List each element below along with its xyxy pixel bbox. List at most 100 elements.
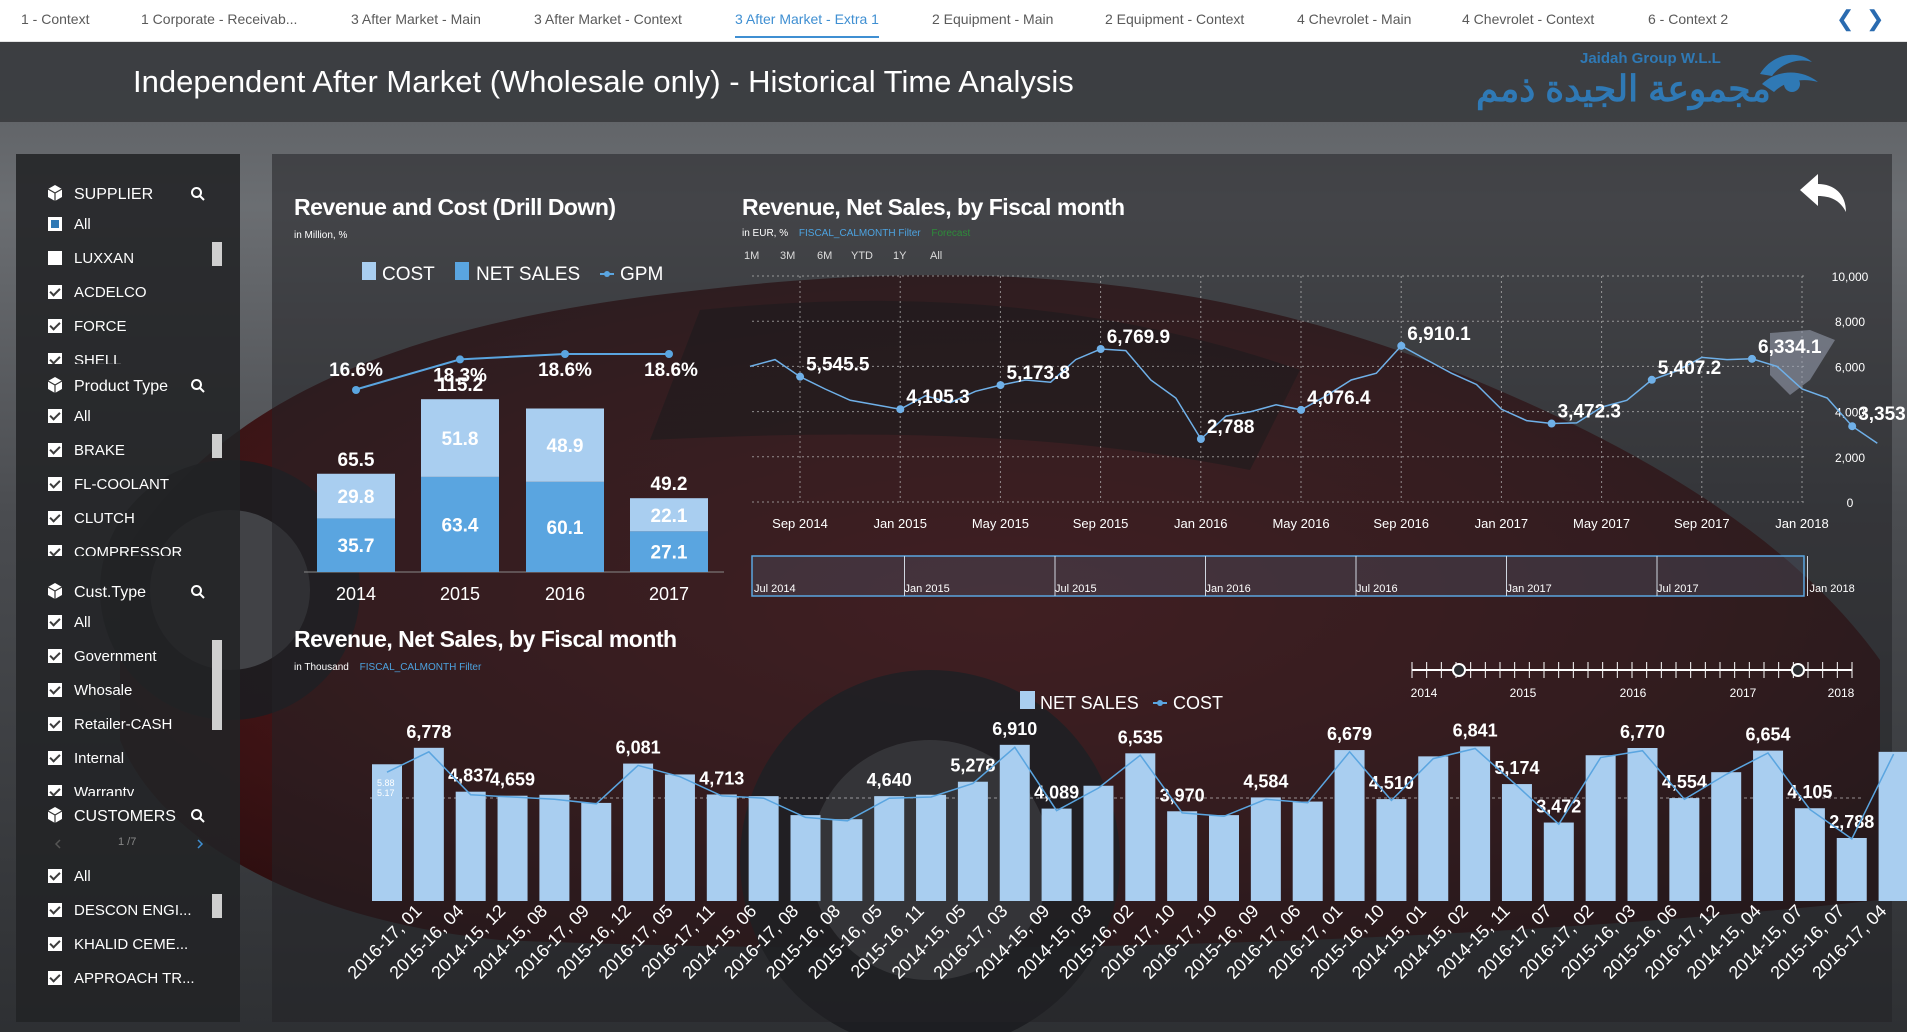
filter-item-label: All (74, 614, 91, 631)
checkbox[interactable] (48, 649, 62, 663)
checkbox[interactable] (48, 937, 62, 951)
chart1-title: Revenue and Cost (Drill Down) (294, 194, 616, 220)
chart3-filter-link[interactable]: FISCAL_CALMONTH Filter (359, 662, 482, 673)
checkbox[interactable] (48, 443, 62, 457)
company-logo-arabic: مجموعة الجيدة ذمم (1476, 68, 1771, 109)
filter-item[interactable]: FORCE (48, 318, 127, 335)
chart3-units: in Thousand (294, 662, 349, 673)
search-icon[interactable] (190, 186, 206, 202)
filter-item-label: ACDELCO (74, 284, 147, 301)
tab-3-after-market-main[interactable]: 3 After Market - Main (351, 11, 481, 27)
tab-4-chevrolet-main[interactable]: 4 Chevrolet - Main (1297, 11, 1412, 27)
scrollbar[interactable] (212, 640, 222, 730)
chart2-forecast-link[interactable]: Forecast (931, 228, 971, 239)
filter-item-label: DESCON ENGI... (74, 902, 192, 919)
filter-product-type-label: Product Type (74, 378, 168, 395)
filter-item-label: Government (74, 648, 157, 665)
tab-4-chevrolet-context[interactable]: 4 Chevrolet - Context (1462, 11, 1595, 27)
checkbox[interactable] (48, 683, 62, 697)
filter-item[interactable]: All (48, 868, 91, 885)
filter-item[interactable]: All (48, 408, 91, 425)
filter-item[interactable]: COMPRESSOR (48, 544, 182, 556)
checkbox[interactable] (48, 615, 62, 629)
filter-item[interactable]: BRAKE (48, 442, 125, 459)
tab-1-context[interactable]: 1 - Context (21, 11, 90, 27)
checkbox[interactable] (48, 903, 62, 917)
filter-item-label: Retailer-CASH (74, 716, 173, 733)
filter-item[interactable]: Internal (48, 750, 124, 767)
pager-next-icon[interactable] (194, 838, 206, 850)
scrollbar[interactable] (212, 242, 222, 266)
chart3-title: Revenue, Net Sales, by Fiscal month (294, 626, 677, 652)
checkbox[interactable] (48, 409, 62, 423)
scrollbar[interactable] (212, 434, 222, 458)
checkbox[interactable] (48, 971, 62, 985)
search-icon[interactable] (190, 584, 206, 600)
chart1-subtitle: in Million, % (294, 230, 348, 241)
tab-1-corporate-receivables[interactable]: 1 Corporate - Receivab... (141, 11, 298, 27)
back-arrow-icon[interactable] (1796, 170, 1850, 216)
filter-item[interactable]: DESCON ENGI... (48, 902, 192, 919)
checkbox[interactable] (48, 785, 62, 796)
filter-item-label: All (74, 216, 91, 233)
tab-prev-arrow-icon[interactable]: ❮ (1836, 6, 1855, 31)
period-1m-button[interactable]: 1M (744, 250, 760, 262)
filter-item[interactable]: KHALID CEME... (48, 936, 188, 953)
period-ytd-button[interactable]: YTD (851, 250, 873, 262)
checkbox[interactable] (48, 353, 62, 364)
filter-item[interactable]: Warranty (48, 784, 134, 796)
period-3m-button[interactable]: 3M (780, 250, 796, 262)
filter-item[interactable]: All (48, 216, 91, 233)
filter-item[interactable]: ACDELCO (48, 284, 147, 301)
filter-product-type-header: Product Type (46, 376, 168, 396)
filter-item[interactable]: APPROACH TR... (48, 970, 195, 987)
company-logo-text: Jaidah Group W.L.L (1580, 50, 1721, 67)
pager-prev-icon[interactable] (52, 838, 64, 850)
chart2-filter-link[interactable]: FISCAL_CALMONTH Filter (798, 228, 921, 239)
filter-item-label: FL-COOLANT (74, 476, 170, 493)
checkbox[interactable] (48, 869, 62, 883)
checkbox[interactable] (48, 751, 62, 765)
search-icon[interactable] (190, 378, 206, 394)
period-6m-button[interactable]: 6M (817, 250, 833, 262)
cube-icon (47, 807, 63, 823)
search-icon[interactable] (190, 808, 206, 824)
page-header: Independent After Market (Wholesale only… (0, 42, 1907, 122)
cube-icon (47, 583, 63, 599)
tab-2-equipment-context[interactable]: 2 Equipment - Context (1105, 11, 1245, 27)
tab-next-arrow-icon[interactable]: ❯ (1866, 6, 1885, 31)
checkbox[interactable] (48, 511, 62, 525)
filter-item[interactable]: SHELL (48, 352, 122, 364)
tab-6-context-2[interactable]: 6 - Context 2 (1648, 11, 1729, 27)
filter-item[interactable]: All (48, 614, 91, 631)
tab-3-after-market-extra-1[interactable]: 3 After Market - Extra 1 (735, 11, 879, 38)
period-1y-button[interactable]: 1Y (893, 250, 907, 262)
filter-item[interactable]: FL-COOLANT (48, 476, 169, 493)
filter-item[interactable]: CLUTCH (48, 510, 135, 527)
checkbox[interactable] (48, 285, 62, 299)
period-all-button[interactable]: All (930, 250, 943, 262)
filter-item-label: All (74, 868, 91, 885)
scrollbar[interactable] (212, 894, 222, 918)
checkbox[interactable] (48, 319, 62, 333)
filter-customers-label: CUSTOMERS (74, 808, 176, 825)
chart2-subtitle: in EUR, % FISCAL_CALMONTH Filter Forecas… (742, 228, 970, 239)
filter-item[interactable]: Whosale (48, 682, 132, 699)
checkbox[interactable] (48, 717, 62, 731)
checkbox[interactable] (48, 545, 62, 556)
filter-cust-type-label: Cust.Type (74, 584, 147, 601)
filter-item-label: Whosale (74, 682, 133, 699)
filter-item[interactable]: LUXXAN (48, 250, 134, 267)
chart2-units: in EUR, % (742, 228, 789, 239)
tab-3-after-market-context[interactable]: 3 After Market - Context (534, 11, 682, 27)
filter-item-label: SHELL (74, 352, 122, 364)
checkbox[interactable] (48, 251, 62, 265)
filter-customers-header: CUSTOMERS (46, 806, 176, 826)
filter-item[interactable]: Retailer-CASH (48, 716, 172, 733)
checkbox[interactable] (48, 217, 62, 231)
tab-2-equipment-main[interactable]: 2 Equipment - Main (932, 11, 1054, 27)
checkbox[interactable] (48, 477, 62, 491)
filter-item[interactable]: Government (48, 648, 157, 665)
customers-pager: 1 /7 (118, 836, 137, 848)
